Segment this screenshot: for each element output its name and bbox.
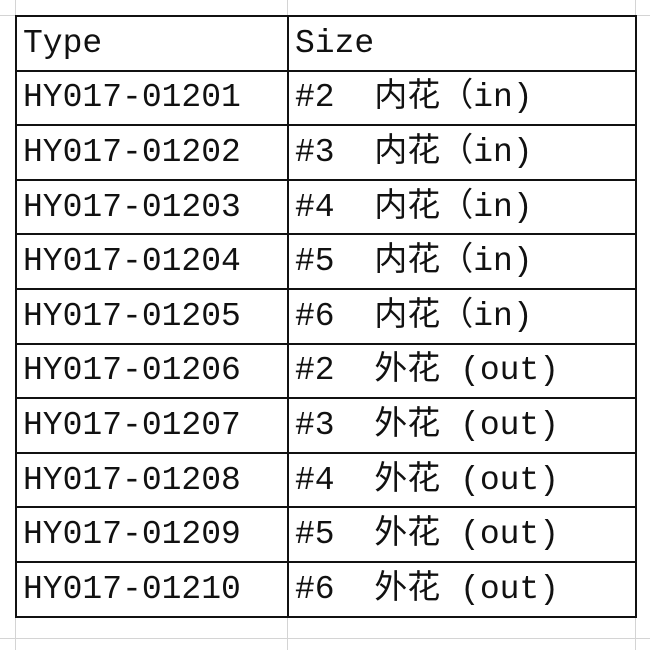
- cell-size[interactable]: #6 内花（in): [287, 287, 637, 345]
- header-row: Type Size: [15, 15, 637, 72]
- cell-type[interactable]: HY017-01201: [15, 69, 289, 127]
- table-row: HY017-01206 #2 外花 (out): [15, 342, 637, 400]
- cell-size[interactable]: #5 外花 (out): [287, 506, 637, 563]
- cell-size[interactable]: #4 外花 (out): [287, 451, 637, 509]
- spreadsheet-table: Type Size HY017-01201 #2 内花（in) HY017-0120…: [15, 15, 637, 618]
- cell-type[interactable]: HY017-01206: [15, 342, 289, 400]
- cell-type[interactable]: HY017-01204: [15, 233, 289, 290]
- table-row: HY017-01202 #3 内花（in): [15, 124, 637, 181]
- cell-size[interactable]: #2 外花 (out): [287, 342, 637, 400]
- header-cell-type[interactable]: Type: [15, 15, 289, 72]
- cell-type[interactable]: HY017-01203: [15, 178, 289, 236]
- gridline: [0, 638, 650, 639]
- table-row: HY017-01203 #4 内花（in): [15, 178, 637, 236]
- table-row: HY017-01201 #2 内花（in): [15, 69, 637, 127]
- table-row: HY017-01210 #6 外花 (out): [15, 560, 637, 618]
- table-row: HY017-01204 #5 内花（in): [15, 233, 637, 290]
- cell-size[interactable]: #4 内花（in): [287, 178, 637, 236]
- cell-size[interactable]: #2 内花（in): [287, 69, 637, 127]
- table-row: HY017-01209 #5 外花 (out): [15, 506, 637, 563]
- cell-type[interactable]: HY017-01209: [15, 506, 289, 563]
- cell-type[interactable]: HY017-01207: [15, 397, 289, 454]
- cell-size[interactable]: #3 内花（in): [287, 124, 637, 181]
- cell-size[interactable]: #3 外花 (out): [287, 397, 637, 454]
- table-row: HY017-01205 #6 内花（in): [15, 287, 637, 345]
- cell-type[interactable]: HY017-01202: [15, 124, 289, 181]
- cell-type[interactable]: HY017-01205: [15, 287, 289, 345]
- cell-size[interactable]: #5 内花（in): [287, 233, 637, 290]
- cell-type[interactable]: HY017-01208: [15, 451, 289, 509]
- cell-type[interactable]: HY017-01210: [15, 560, 289, 618]
- table-row: HY017-01207 #3 外花 (out): [15, 397, 637, 454]
- cell-size[interactable]: #6 外花 (out): [287, 560, 637, 618]
- table-row: HY017-01208 #4 外花 (out): [15, 451, 637, 509]
- header-cell-size[interactable]: Size: [287, 15, 637, 72]
